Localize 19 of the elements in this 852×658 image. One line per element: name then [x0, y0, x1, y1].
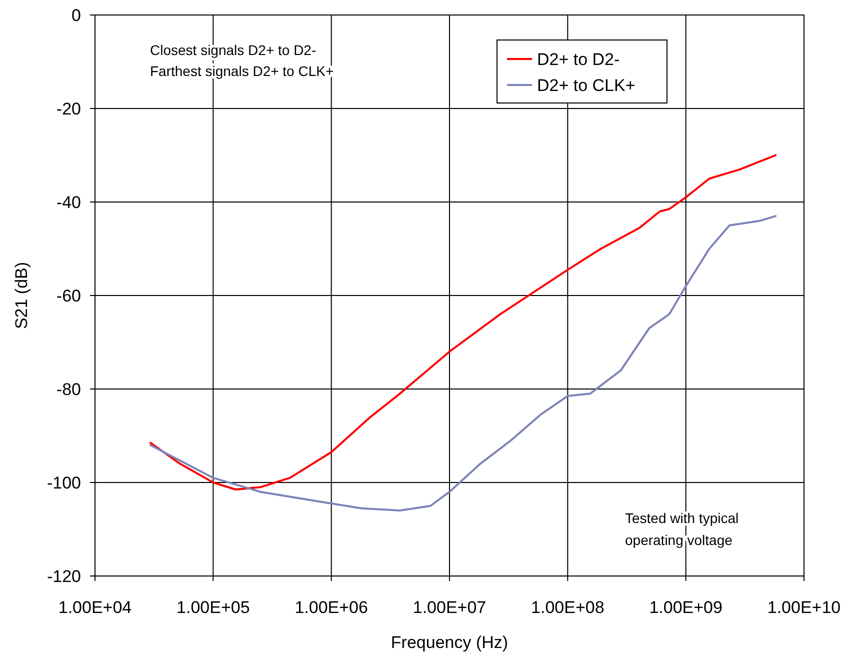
y-tick-label: -120: [46, 566, 81, 586]
x-tick-label: 1.00E+09: [649, 598, 722, 617]
y-tick-label: -20: [56, 99, 81, 118]
legend-label: D2+ to CLK+: [537, 76, 636, 95]
x-tick-label: 1.00E+08: [531, 598, 604, 617]
legend-label: D2+ to D2-: [537, 50, 620, 69]
y-tick-label: 0: [72, 6, 81, 25]
y-tick-label: -40: [56, 192, 81, 212]
x-tick-label: 1.00E+10: [767, 598, 841, 617]
y-tick-label: -60: [56, 286, 81, 306]
y-tick-label: -100: [46, 473, 81, 492]
y-axis-title: S21 (dB): [12, 262, 31, 330]
x-axis-title: Frequency (Hz): [390, 633, 508, 652]
x-tick-label: 1.00E+05: [176, 598, 250, 617]
x-tick-label: 1.00E+07: [412, 598, 486, 617]
annotation: operating voltage: [625, 532, 733, 548]
y-tick-label: -80: [56, 380, 81, 399]
x-tick-label: 1.00E+04: [58, 598, 132, 617]
x-tick-label: 1.00E+06: [294, 598, 368, 617]
